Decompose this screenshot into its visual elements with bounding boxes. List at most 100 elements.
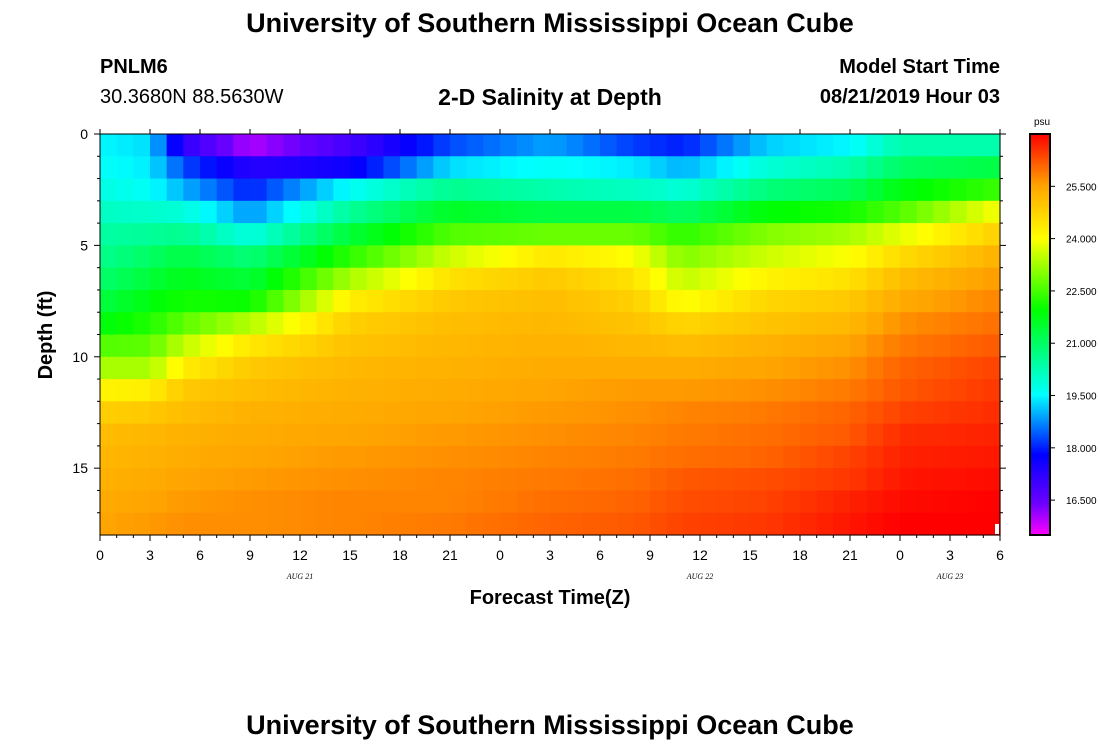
heatmap-cell — [433, 134, 451, 157]
heatmap-cell — [850, 468, 868, 492]
heatmap-cell — [383, 267, 401, 291]
heatmap-cell — [350, 245, 368, 269]
heatmap-cell — [483, 156, 501, 180]
heatmap-cell — [300, 178, 318, 202]
heatmap-cell — [533, 468, 551, 492]
heatmap-cell — [433, 200, 451, 224]
heatmap-cell — [500, 490, 518, 514]
heatmap-cell — [250, 512, 268, 536]
heatmap-cell — [450, 334, 468, 358]
heatmap-cell — [916, 289, 934, 313]
heatmap-cell — [350, 134, 368, 157]
heatmap-cells — [100, 134, 1001, 536]
heatmap-cell — [966, 468, 984, 492]
heatmap-cell — [866, 289, 884, 313]
heatmap-cell — [366, 289, 384, 313]
heatmap-cell — [716, 245, 734, 269]
heatmap-cell — [100, 423, 118, 447]
heatmap-cell — [150, 223, 168, 246]
heatmap-cell — [216, 512, 234, 536]
heatmap-cell — [983, 245, 1001, 269]
heatmap-cell — [266, 334, 284, 358]
heatmap-cell — [733, 156, 751, 180]
heatmap-cell — [650, 267, 668, 291]
heatmap-cell — [316, 156, 334, 180]
heatmap-cell — [333, 512, 351, 536]
heatmap-cell — [350, 512, 368, 536]
heatmap-cell — [450, 156, 468, 180]
x-tick-label: 3 — [946, 547, 954, 563]
heatmap-cell — [850, 267, 868, 291]
heatmap-cell — [700, 156, 718, 180]
heatmap-cell — [466, 178, 484, 202]
heatmap-cell — [466, 401, 484, 425]
heatmap-cell — [400, 178, 418, 202]
heatmap-cell — [200, 334, 218, 358]
heatmap-cell — [283, 267, 301, 291]
heatmap-cell — [933, 156, 951, 180]
heatmap-cell — [916, 156, 934, 180]
heatmap-cell — [100, 512, 118, 536]
heatmap-cell — [816, 490, 834, 514]
heatmap-cell — [800, 267, 818, 291]
heatmap-cell — [483, 490, 501, 514]
heatmap-cell — [750, 445, 768, 469]
heatmap-cell — [466, 445, 484, 469]
heatmap-cell — [483, 200, 501, 224]
heatmap-cell — [100, 134, 118, 157]
heatmap-cell — [250, 178, 268, 202]
heatmap-cell — [750, 223, 768, 246]
heatmap-cell — [133, 490, 151, 514]
heatmap-cell — [650, 423, 668, 447]
heatmap-cell — [366, 356, 384, 380]
heatmap-cell — [216, 312, 234, 336]
heatmap-cell — [133, 245, 151, 269]
heatmap-cell — [916, 423, 934, 447]
heatmap-cell — [883, 401, 901, 425]
heatmap-cell — [733, 267, 751, 291]
heatmap-cell — [466, 200, 484, 224]
heatmap-cell — [183, 445, 201, 469]
heatmap-cell — [316, 490, 334, 514]
heatmap-cell — [600, 334, 618, 358]
heatmap-cell — [983, 200, 1001, 224]
heatmap-cell — [850, 512, 868, 536]
station-coordinates: 30.3680N 88.5630W — [100, 86, 284, 108]
heatmap-cell — [333, 445, 351, 469]
heatmap-cell — [116, 379, 134, 402]
heatmap-cell — [816, 468, 834, 492]
heatmap-cell — [466, 245, 484, 269]
heatmap-cell — [583, 312, 601, 336]
heatmap-cell — [783, 223, 801, 246]
heatmap-cell — [100, 379, 118, 402]
heatmap-cell — [966, 401, 984, 425]
heatmap-cell — [966, 245, 984, 269]
heatmap-cell — [683, 267, 701, 291]
heatmap-cell — [583, 490, 601, 514]
heatmap-cell — [866, 356, 884, 380]
heatmap-cell — [233, 134, 251, 157]
heatmap-cell — [183, 512, 201, 536]
heatmap-cell — [333, 379, 351, 402]
heatmap-cell — [750, 379, 768, 402]
heatmap-cell — [733, 468, 751, 492]
heatmap-cell — [383, 490, 401, 514]
heatmap-cell — [366, 490, 384, 514]
heatmap-cell — [700, 200, 718, 224]
heatmap-cell — [700, 178, 718, 202]
heatmap-cell — [766, 334, 784, 358]
heatmap-cell — [666, 468, 684, 492]
heatmap-cell — [833, 245, 851, 269]
heatmap-cell — [883, 245, 901, 269]
heatmap-cell — [533, 178, 551, 202]
heatmap-cell — [416, 245, 434, 269]
heatmap-cell — [533, 401, 551, 425]
heatmap-cell — [333, 245, 351, 269]
heatmap-cell — [700, 490, 718, 514]
heatmap-cell — [683, 134, 701, 157]
heatmap-cell — [783, 178, 801, 202]
heatmap-cell — [716, 468, 734, 492]
heatmap-cell — [650, 490, 668, 514]
heatmap-cell — [150, 445, 168, 469]
heatmap-cell — [350, 200, 368, 224]
